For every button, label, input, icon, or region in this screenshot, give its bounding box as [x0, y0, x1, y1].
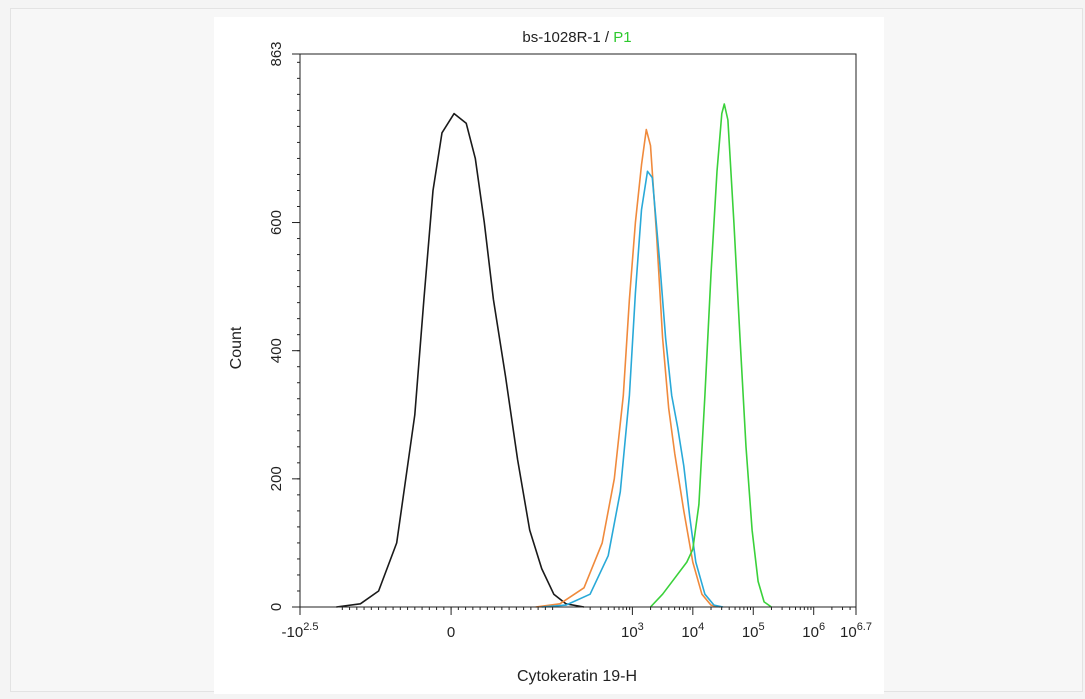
- x-tick-exponent: 6: [819, 621, 825, 633]
- x-tick-base: 0: [447, 624, 455, 641]
- y-tick-label: 400: [268, 338, 285, 363]
- histogram-series-1: [336, 112, 585, 608]
- plot-panel: bs-1028R-1 / P1 0 200 400 600 863 -102.5 0 103 1…: [214, 17, 884, 694]
- x-tick-base: -10: [282, 624, 304, 641]
- x-tick-label: 104: [681, 621, 704, 641]
- x-tick-exponent: 4: [698, 621, 704, 633]
- chart-title: bs-1028R-1 / P1: [522, 29, 631, 46]
- x-tick-base: 10: [621, 624, 638, 641]
- x-tick-base: 10: [681, 624, 698, 641]
- x-tick-base: 10: [742, 624, 759, 641]
- y-tick-label: 863: [268, 41, 285, 66]
- y-tick-label: 600: [268, 210, 285, 235]
- x-tick-base: 10: [802, 624, 819, 641]
- x-tick-exponent: 2.5: [303, 621, 318, 633]
- x-tick-exponent: 3: [638, 621, 644, 633]
- x-tick-label: 106.7: [840, 621, 872, 641]
- x-tick-label: 105: [742, 621, 765, 641]
- x-tick-base: 10: [840, 624, 857, 641]
- y-tick-label: 0: [268, 603, 285, 611]
- chart-title-prefix: bs-1028R-1 /: [522, 29, 613, 46]
- histogram-series-4: [649, 103, 772, 608]
- x-tick-label: 0: [447, 624, 455, 641]
- x-tick-label: 103: [621, 621, 644, 641]
- x-tick-label: -102.5: [282, 621, 319, 641]
- plot-frame: [300, 53, 857, 607]
- y-tick-label: 200: [268, 466, 285, 491]
- x-tick-label: 106: [802, 621, 825, 641]
- y-axis-label: Count: [228, 326, 245, 369]
- x-axis-label: Cytokeratin 19-H: [517, 668, 637, 685]
- x-tick-exponent: 5: [759, 621, 765, 633]
- x-tick-exponent: 6.7: [857, 621, 872, 633]
- histogram-series-3: [541, 170, 724, 608]
- chart-title-gate: P1: [613, 29, 631, 46]
